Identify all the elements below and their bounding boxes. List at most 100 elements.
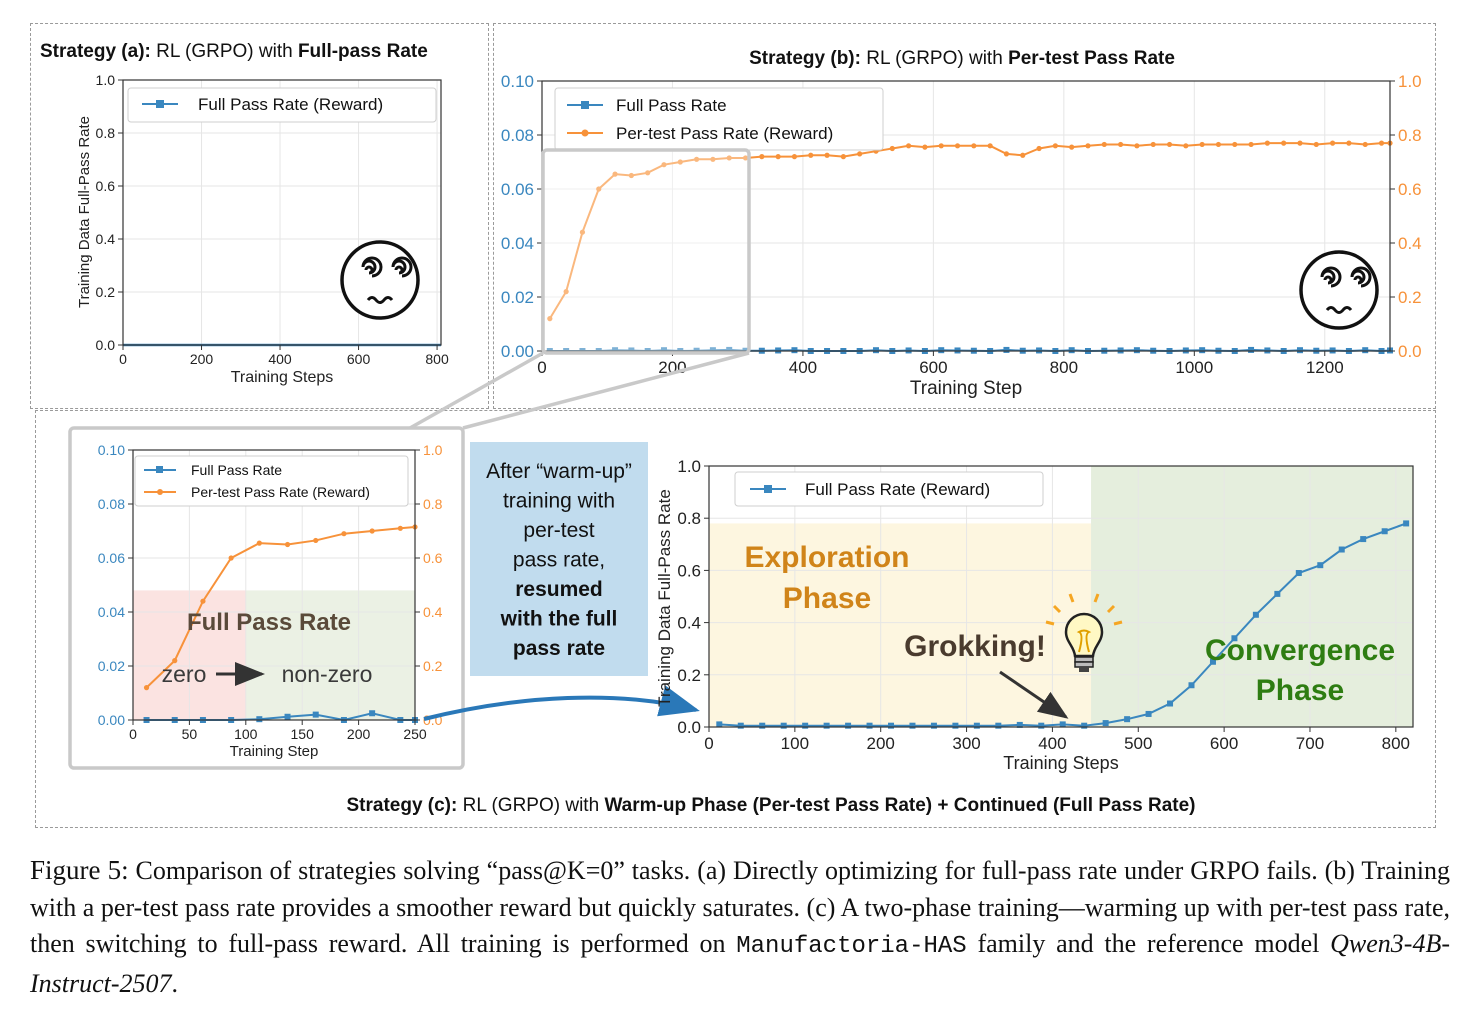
tick-label-x: 400	[1038, 734, 1066, 753]
transition-arrow	[423, 685, 700, 721]
data-point	[612, 171, 618, 177]
data-point	[780, 722, 787, 729]
data-point	[341, 531, 347, 537]
text-line-bold: with the full	[500, 608, 618, 631]
data-point	[1052, 143, 1058, 149]
caption-text-1: Comparison of strategies solving “pass@K…	[30, 856, 1450, 958]
data-point	[661, 162, 667, 168]
data-point	[1403, 520, 1410, 527]
tick-label-y: 0.02	[98, 658, 125, 674]
chart-b-xlabel: Training Step	[910, 378, 1022, 399]
data-point	[726, 155, 732, 161]
data-point	[971, 143, 977, 149]
data-point	[1362, 347, 1369, 354]
panel-strategy-b	[493, 23, 1436, 409]
caption-figure-label: Figure 5:	[30, 855, 129, 885]
caption-model: Qwen3-4B-Instruct-2507	[30, 929, 1450, 998]
text-line: training with	[503, 490, 615, 513]
chart-b-legend: Full Pass Rate Per-test Pass Rate (Rewar…	[554, 87, 884, 151]
data-point	[1360, 536, 1367, 543]
tick-label-y: 0.08	[501, 126, 534, 145]
data-point	[1313, 141, 1319, 148]
data-point	[775, 154, 781, 160]
data-point	[1059, 721, 1066, 728]
data-point	[952, 722, 959, 729]
data-point	[1145, 710, 1152, 717]
tick-label-y-right: 0.2	[423, 658, 443, 674]
tick-label-x: 200	[190, 351, 214, 367]
data-point	[1134, 143, 1140, 149]
data-point	[930, 722, 937, 729]
grokking-arrow	[999, 670, 1069, 719]
data-point	[1378, 140, 1385, 146]
data-point	[824, 152, 830, 158]
tick-label-x: 50	[182, 726, 198, 742]
panel-a-title: Strategy (a): RL (GRPO) with Full-pass R…	[40, 41, 428, 62]
text-line: pass rate,	[513, 549, 605, 572]
warmup-note: After “warm-up” training with per-test pass…	[470, 442, 648, 676]
data-point	[1101, 141, 1107, 148]
data-point	[693, 156, 700, 162]
data-point	[1381, 528, 1388, 535]
data-point	[1085, 143, 1091, 149]
data-point	[872, 347, 879, 354]
chart-c-legend: Full Pass Rate (Reward)	[734, 471, 1044, 507]
inset-heading: Full Pass Rate	[187, 609, 351, 636]
exploration-region	[709, 523, 1092, 727]
zoom-connector-left	[409, 351, 544, 430]
data-point	[791, 347, 798, 354]
tick-label-y-right: 1.0	[423, 442, 443, 458]
data-point	[1215, 141, 1222, 148]
tick-label-y: 0.10	[98, 442, 125, 458]
data-point	[628, 172, 634, 179]
data-point	[1167, 700, 1174, 707]
tick-label-x: 250	[403, 726, 427, 742]
data-point	[938, 143, 944, 149]
tick-label-y: 1.0	[96, 72, 116, 88]
data-point	[1274, 590, 1281, 597]
legend-ci-per-test: Per-test Pass Rate (Reward)	[191, 484, 370, 500]
data-point	[563, 289, 569, 295]
data-point	[1188, 682, 1195, 689]
data-point	[954, 143, 961, 149]
data-point	[709, 347, 716, 354]
axes-frame	[132, 449, 416, 721]
text-line: Convergence	[1205, 634, 1395, 667]
tick-label-y: 0.6	[96, 178, 116, 194]
tick-label-y: 0.6	[677, 561, 701, 580]
data-point	[866, 722, 873, 729]
data-point	[677, 159, 683, 165]
chart-b: 0 200 400 600 800 1000 12000.000.020.040.060.0…	[501, 72, 1422, 399]
tick-label-y: 0.06	[501, 180, 534, 199]
tick-label-x: 400	[268, 351, 292, 367]
chart-c-inset: 0 50 100 150 200 250 0.00 0.02 0.04 0.06 0.08 0.10 0…	[68, 426, 465, 770]
data-point	[737, 722, 744, 729]
tick-label-y: 0.8	[677, 509, 701, 528]
tick-label-y: 0.2	[677, 666, 701, 685]
tick-label-y: 0.4	[96, 231, 116, 247]
tick-label-y: 0.04	[501, 234, 534, 253]
data-point	[1068, 347, 1075, 354]
data-point	[1199, 141, 1205, 148]
data-point	[1003, 346, 1010, 353]
data-point	[1038, 722, 1045, 729]
zoom-connector-right	[462, 351, 750, 430]
tick-label-x: 400	[789, 358, 817, 377]
data-point	[369, 710, 376, 717]
data-point	[995, 722, 1002, 729]
data-point	[369, 528, 375, 534]
data-point	[1166, 141, 1173, 148]
light-bulb-icon	[1045, 593, 1123, 672]
text-line-bold: resumed	[515, 578, 603, 601]
text-line: Phase	[1256, 674, 1344, 707]
grokking-label: Grokking!	[904, 630, 1046, 663]
figure-caption: Figure 5: Comparison of strategies solvi…	[30, 852, 1450, 1002]
data-point	[759, 722, 766, 729]
data-point	[1003, 151, 1010, 157]
chart-a-xlabel: Training Steps	[231, 369, 334, 386]
inset-nonzero-label: non-zero	[282, 661, 373, 687]
data-point	[888, 722, 895, 729]
chart-ci-xlabel: Training Step	[230, 743, 319, 760]
data-point	[1252, 611, 1259, 618]
